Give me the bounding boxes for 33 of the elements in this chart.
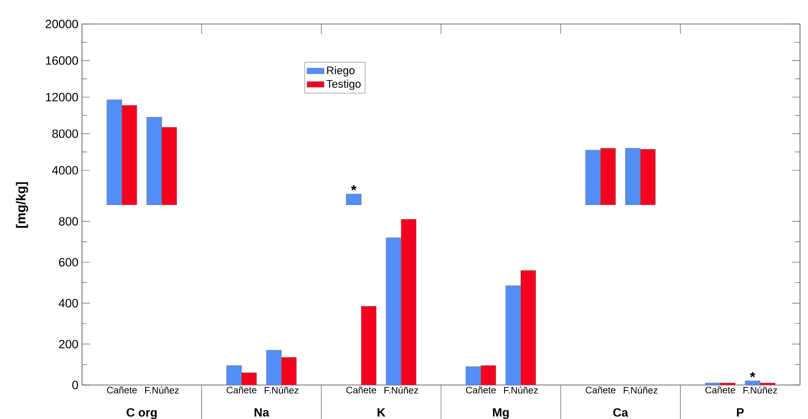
y-tick-label: 8000 <box>52 129 78 138</box>
y-tick-label: 20000 <box>46 20 78 28</box>
x-tick-label: F.Núñez <box>384 386 418 394</box>
y-axis-title: [mg/kg] <box>16 182 28 228</box>
x-tick-label: F.Núñez <box>743 386 778 394</box>
legend-label: Riego <box>327 66 355 76</box>
text: K <box>378 408 386 416</box>
text: Na <box>254 408 270 417</box>
y-tick-label: 4000 <box>52 166 78 174</box>
x-tick-label: Cañete <box>226 386 256 394</box>
x-tick-label: Cañete <box>586 386 616 394</box>
annotation: * <box>750 372 756 378</box>
x-tick-label: F.Núñez <box>264 386 298 394</box>
x-tick-label: F.Núñez <box>145 386 179 394</box>
y-tick-label: 600 <box>59 258 78 266</box>
x-tick-label: Cañete <box>107 386 137 394</box>
x-tick-label: Cañete <box>466 386 496 394</box>
text: Ca <box>613 408 628 417</box>
legend-label: Testigo <box>326 80 361 90</box>
y-tick-label: 400 <box>58 298 78 308</box>
x-tick-label: F.Núñez <box>504 386 538 394</box>
x-tick-label: Cañete <box>346 386 376 394</box>
annotation: * <box>351 185 356 190</box>
y-tick-label: 200 <box>59 340 78 348</box>
text: Mg <box>492 408 509 419</box>
y-tick-label: 16000 <box>46 56 78 65</box>
y-tick-label: 800 <box>58 217 78 226</box>
y-tick-label: 12000 <box>46 92 78 102</box>
x-tick-label: Cañete <box>705 386 736 394</box>
text: C org <box>126 408 157 419</box>
y-tick-label: 0 <box>72 380 78 390</box>
x-tick-label: F.Núñez <box>624 386 658 394</box>
text: P <box>736 408 744 416</box>
